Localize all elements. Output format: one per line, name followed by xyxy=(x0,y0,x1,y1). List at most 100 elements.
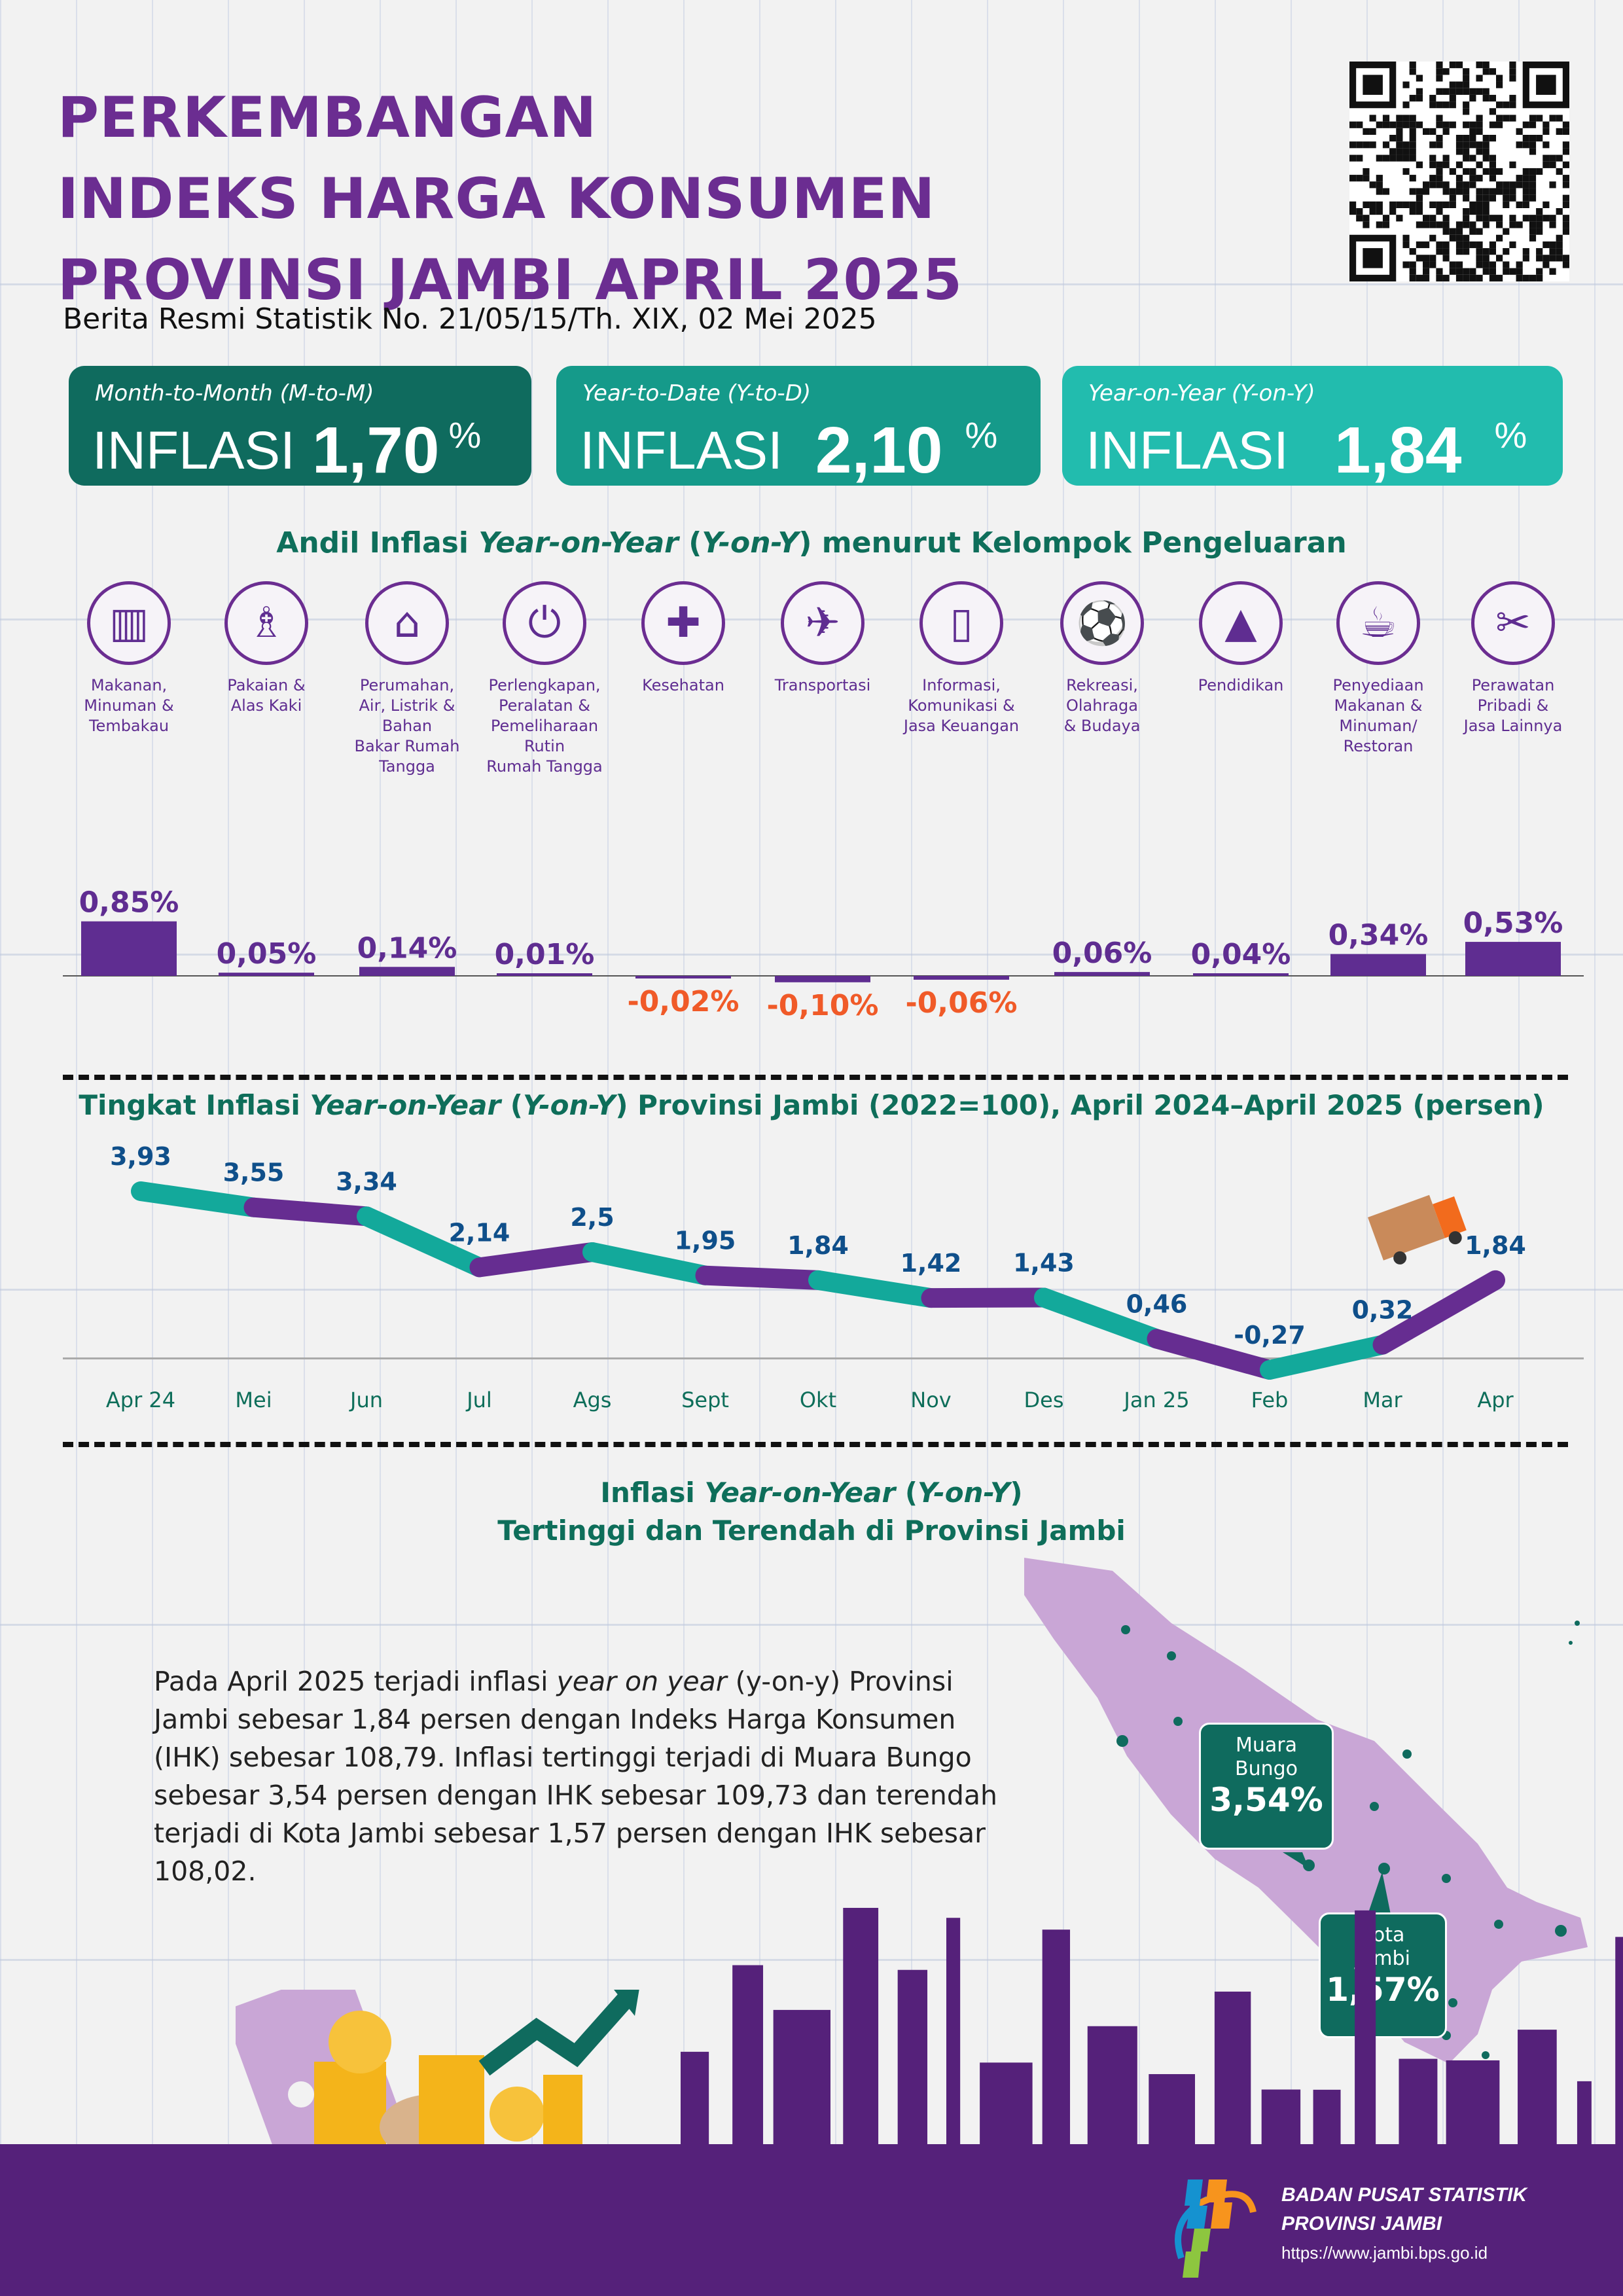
qr-module xyxy=(1549,255,1556,262)
qr-module xyxy=(1509,221,1516,228)
title-part: ( xyxy=(678,526,702,560)
qr-module xyxy=(1409,135,1416,142)
qr-module xyxy=(1522,201,1529,208)
qr-module xyxy=(1489,194,1496,202)
title-part: ( xyxy=(895,1477,918,1509)
qr-module xyxy=(1423,188,1430,195)
qr-module xyxy=(1455,241,1463,249)
qr-module xyxy=(1416,94,1423,102)
qr-module xyxy=(1429,94,1436,102)
qr-finder xyxy=(1363,248,1383,268)
qr-module xyxy=(1423,221,1430,228)
qr-module xyxy=(1482,261,1489,268)
qr-module xyxy=(1543,201,1550,208)
qr-module xyxy=(1489,108,1496,115)
para-text: (y-on-y) Provinsi Jambi sebesar 1,84 per… xyxy=(154,1666,997,1887)
qr-module xyxy=(1476,208,1483,215)
qr-module xyxy=(1463,221,1470,228)
qr-module xyxy=(1423,274,1430,281)
qr-module xyxy=(1455,228,1463,235)
bar xyxy=(1465,942,1561,976)
bar-value-label: -0,10% xyxy=(767,989,879,1022)
qr-module xyxy=(1442,274,1450,281)
qr-module xyxy=(1469,128,1476,135)
qr-module xyxy=(1376,121,1383,128)
qr-module xyxy=(1349,154,1357,162)
building xyxy=(843,1907,879,2147)
qr-module xyxy=(1496,215,1503,222)
qr-module xyxy=(1482,168,1489,175)
title-line: INDEKS HARGA KONSUMEN xyxy=(58,166,936,232)
qr-module xyxy=(1416,208,1423,215)
stat-value: 1,84 xyxy=(1334,414,1462,487)
point-value-label: 2,5 xyxy=(570,1203,614,1232)
qr-module xyxy=(1423,261,1430,268)
divider xyxy=(63,1075,1568,1080)
qr-module xyxy=(1409,154,1416,162)
qr-module xyxy=(1476,241,1483,249)
qr-module xyxy=(1562,128,1569,135)
qr-module xyxy=(1396,148,1403,155)
point-value-label: 3,34 xyxy=(336,1167,397,1196)
qr-module xyxy=(1562,215,1569,222)
qr-code-icon[interactable] xyxy=(1349,62,1569,281)
line-segment xyxy=(357,1206,490,1278)
qr-module xyxy=(1516,181,1523,188)
building xyxy=(1615,1937,1623,2147)
qr-module xyxy=(1543,215,1550,222)
qr-module xyxy=(1463,194,1470,202)
qr-module xyxy=(1402,234,1410,242)
qr-module xyxy=(1363,201,1370,208)
qr-module xyxy=(1522,135,1529,142)
qr-module xyxy=(1449,201,1456,208)
qr-module xyxy=(1509,215,1516,222)
page-title: PERKEMBANGAN INDEKS HARGA KONSUMEN PROVI… xyxy=(58,77,963,321)
qr-module xyxy=(1402,115,1410,122)
line-segment xyxy=(1147,1329,1279,1380)
qr-module xyxy=(1436,248,1443,255)
category-label: Perawatan Pribadi & Jasa Lainnya xyxy=(1463,676,1563,735)
qr-module xyxy=(1562,141,1569,149)
qr-module xyxy=(1522,181,1529,188)
qr-module xyxy=(1442,215,1450,222)
bar xyxy=(497,973,592,976)
qr-module xyxy=(1482,215,1489,222)
qr-module xyxy=(1549,221,1556,228)
qr-module xyxy=(1356,141,1363,149)
qr-module xyxy=(1556,115,1563,122)
qr-module xyxy=(1516,268,1523,275)
dress-icon: ♗ xyxy=(224,581,308,665)
qr-module xyxy=(1389,121,1397,128)
qr-module xyxy=(1389,135,1397,142)
qr-module xyxy=(1489,154,1496,162)
qr-module xyxy=(1556,255,1563,262)
bar-value-label: -0,02% xyxy=(628,985,740,1018)
qr-module xyxy=(1469,141,1476,149)
qr-module xyxy=(1476,248,1483,255)
qr-module xyxy=(1469,221,1476,228)
qr-module xyxy=(1489,135,1496,142)
qr-module xyxy=(1503,228,1510,235)
qr-module xyxy=(1476,201,1483,208)
qr-module xyxy=(1476,215,1483,222)
qr-module xyxy=(1396,115,1403,122)
qr-module xyxy=(1402,121,1410,128)
bar xyxy=(635,976,731,978)
qr-module xyxy=(1482,188,1489,195)
qr-module xyxy=(1536,135,1543,142)
bar-value-label: 0,05% xyxy=(217,937,317,971)
plug-icon: ⏻ xyxy=(503,581,586,665)
bar-value-label: 0,04% xyxy=(1191,938,1291,971)
callout-name: Muara Bungo xyxy=(1234,1734,1298,1780)
qr-module xyxy=(1455,181,1463,188)
point-value-label: 1,43 xyxy=(1013,1249,1075,1278)
stat-row: INFLASI 1,84 % xyxy=(1086,414,1527,486)
org-website-link[interactable]: https://www.jambi.bps.go.id xyxy=(1281,2243,1488,2263)
x-tick-label: Jun xyxy=(349,1388,383,1412)
qr-module xyxy=(1463,268,1470,275)
qr-module xyxy=(1455,81,1463,88)
qr-module xyxy=(1449,94,1456,102)
qr-module xyxy=(1496,221,1503,228)
qr-module xyxy=(1469,208,1476,215)
qr-module xyxy=(1363,175,1370,182)
